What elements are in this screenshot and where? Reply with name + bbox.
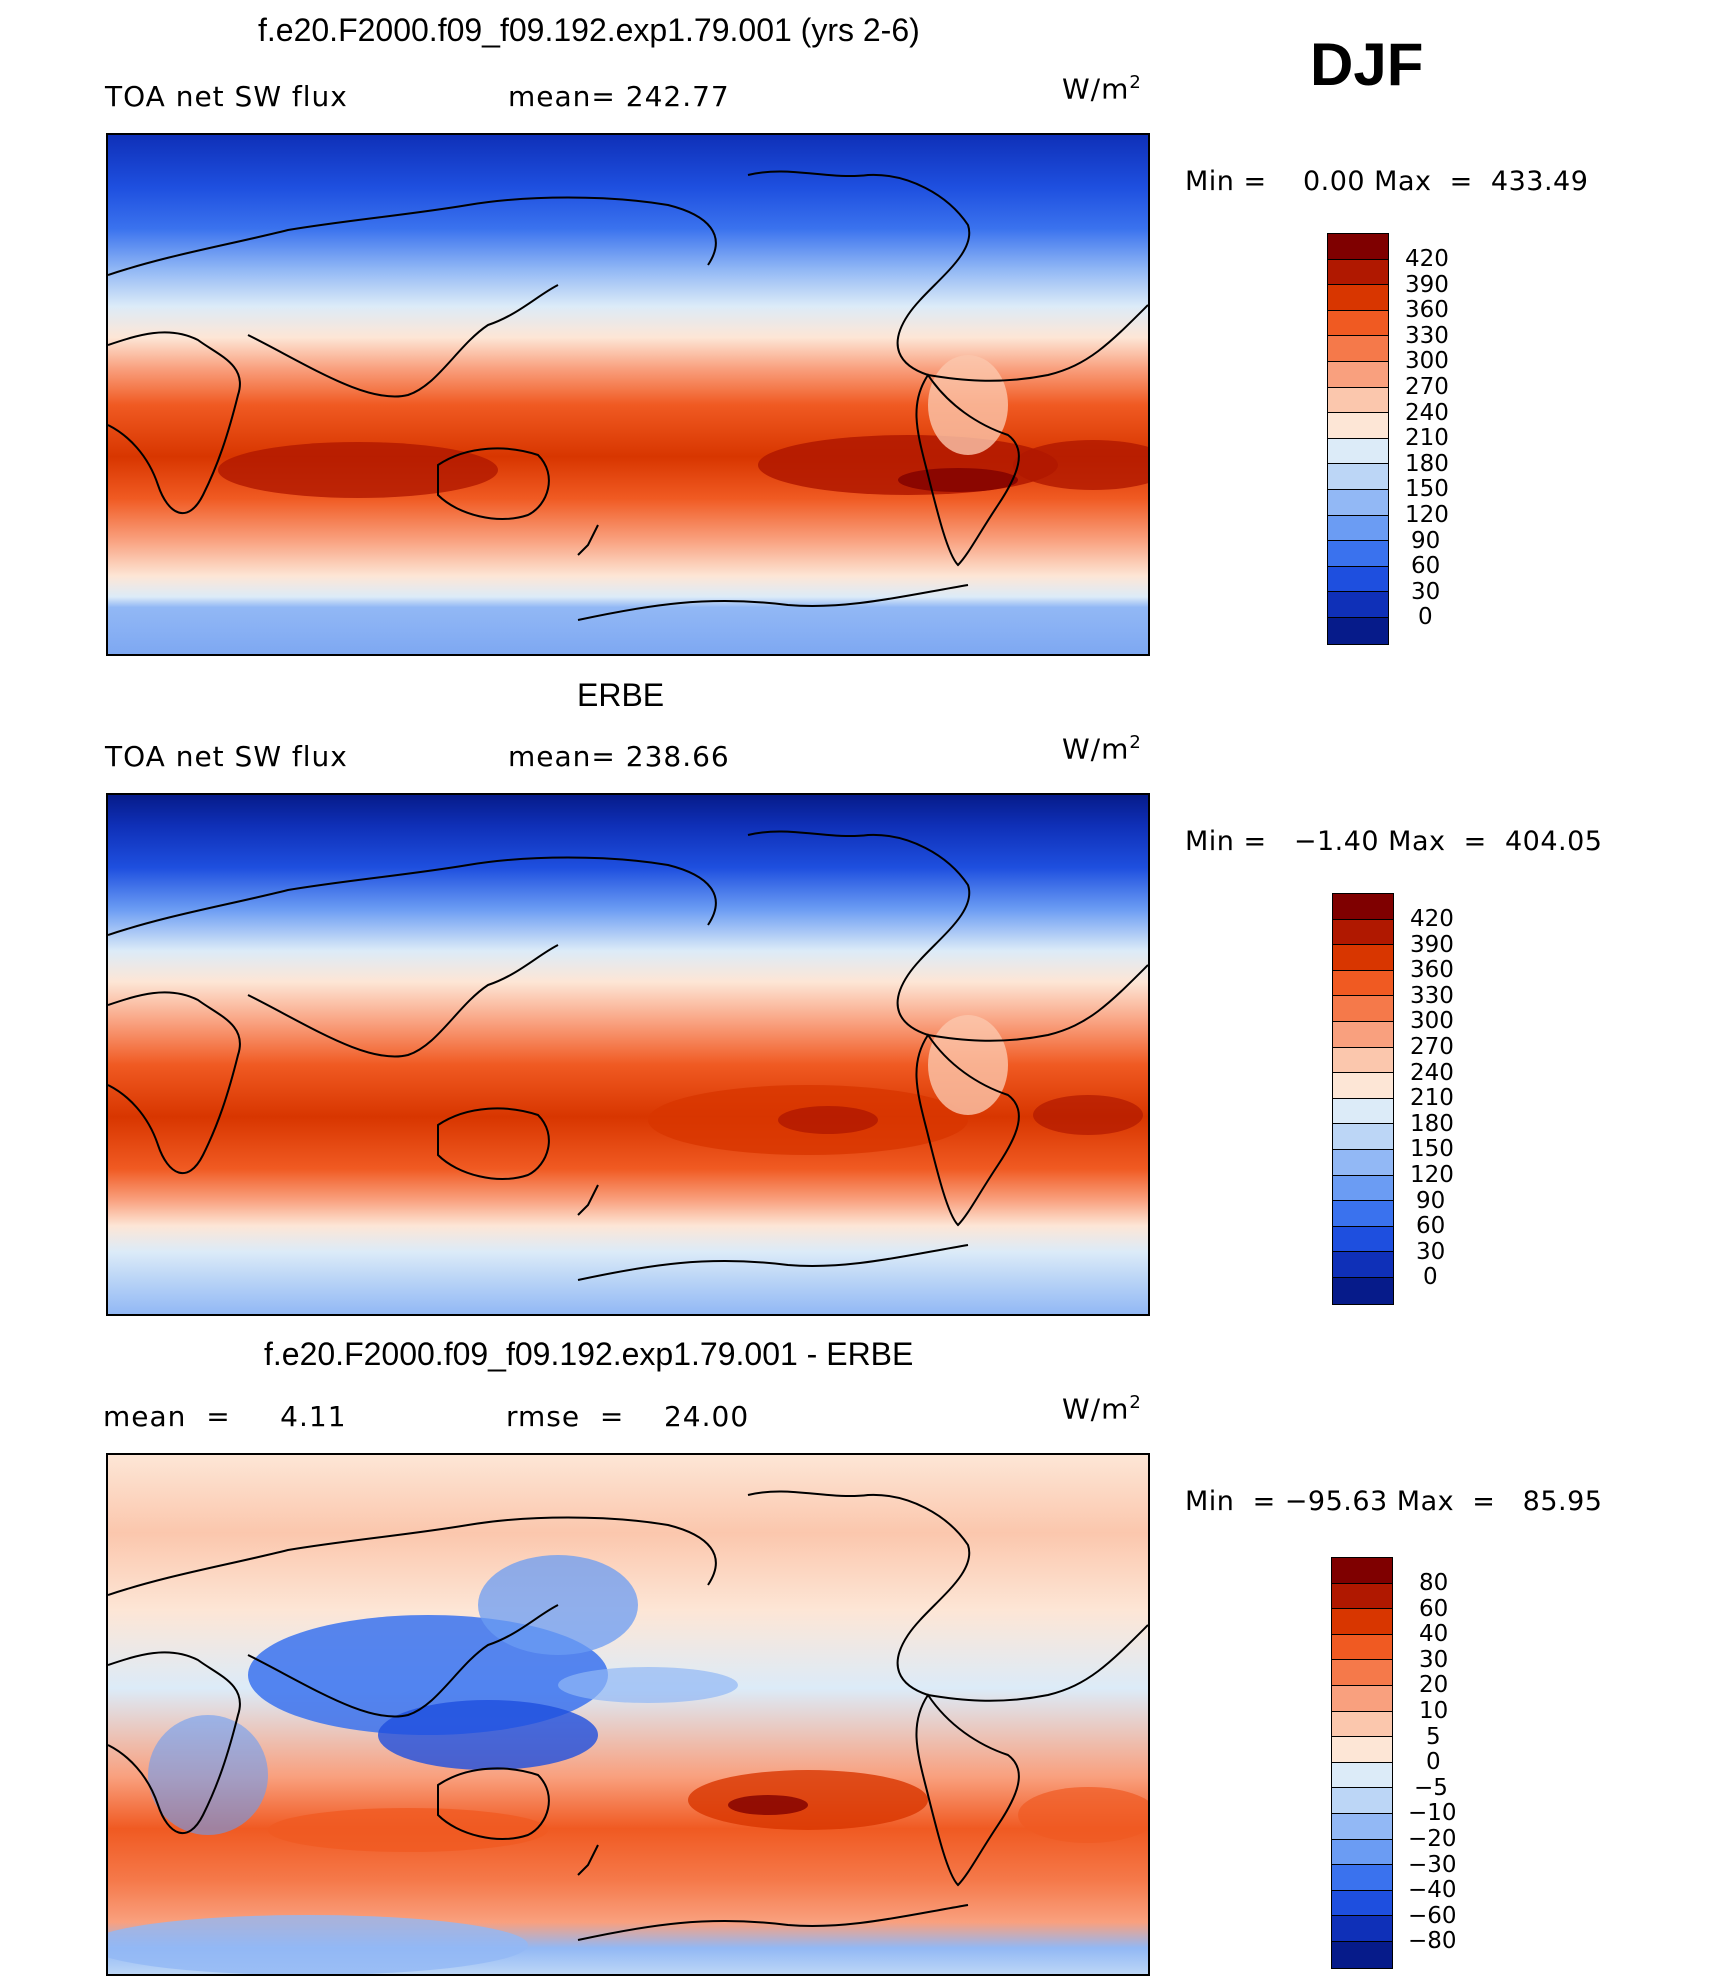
panel3-units: W/m2 [1062, 1392, 1142, 1426]
panel3-negative-region [108, 1915, 528, 1974]
panel2-minmax: Min = −1.40 Max = 404.05 [1185, 826, 1603, 857]
colorbar-tick-label: 90 [1411, 528, 1441, 554]
panel2-max-region [778, 1106, 878, 1134]
colorbar-tick-label: 270 [1405, 374, 1449, 400]
panel1-colorbar [1327, 233, 1389, 645]
colorbar-tick-label: 210 [1410, 1085, 1454, 1111]
panel3-positive-region [688, 1770, 928, 1830]
colorbar-tick-label: 300 [1405, 348, 1449, 374]
colorbar-tick-label: 390 [1405, 272, 1449, 298]
panel2-colorbar [1332, 893, 1394, 1305]
colorbar-tick-label: 60 [1416, 1213, 1446, 1239]
colorbar-tick-label: −80 [1408, 1928, 1457, 1954]
panel2-variable-label: TOA net SW flux [105, 740, 348, 773]
colorbar-tick-label: 390 [1410, 932, 1454, 958]
colorbar-tick-label: 300 [1410, 1008, 1454, 1034]
panel3-mean-label: mean = 4.11 [103, 1400, 347, 1433]
colorbar-tick-label: 80 [1419, 1570, 1449, 1596]
colorbar-tick-label: 120 [1405, 502, 1449, 528]
colorbar-tick-label: 0 [1418, 604, 1433, 630]
panel3-title: f.e20.F2000.f09_f09.192.exp1.79.001 - ER… [264, 1336, 914, 1372]
colorbar-tick-label: 120 [1410, 1162, 1454, 1188]
panel1-variable-label: TOA net SW flux [105, 80, 348, 113]
panel3-positive-region [268, 1808, 548, 1852]
colorbar-tick-label: 240 [1410, 1060, 1454, 1086]
panel3-negative-region [558, 1667, 738, 1703]
colorbar-tick-label: 60 [1419, 1596, 1449, 1622]
colorbar-tick-label: −10 [1408, 1800, 1457, 1826]
panel3-negative-region [148, 1715, 268, 1835]
panel3-field [108, 1455, 1148, 1974]
panel3-negative-region [378, 1700, 598, 1770]
colorbar-tick-label: −30 [1408, 1852, 1457, 1878]
colorbar-tick-label: 420 [1410, 906, 1454, 932]
panel1-minmax: Min = 0.00 Max = 433.49 [1185, 166, 1589, 197]
panel3-minmax: Min = −95.63 Max = 85.95 [1185, 1486, 1603, 1517]
panel3-positive-region [1018, 1787, 1148, 1843]
panel2-land-region [928, 1015, 1008, 1115]
season-label: DJF [1310, 31, 1424, 98]
colorbar-tick-label: 0 [1426, 1749, 1441, 1775]
panel1-max-region [1013, 440, 1148, 490]
colorbar-tick-label: −40 [1408, 1877, 1457, 1903]
colorbar-tick-label: 30 [1416, 1239, 1446, 1265]
colorbar-tick-label: 60 [1411, 553, 1441, 579]
panel1-map [106, 133, 1150, 656]
panel1-land-region [928, 355, 1008, 455]
colorbar-tick-label: 330 [1410, 983, 1454, 1009]
colorbar-tick-label: 20 [1419, 1672, 1449, 1698]
panel3-coastlines [108, 1490, 1148, 1941]
colorbar-tick-label: 0 [1423, 1264, 1438, 1290]
panel3-colorbar [1331, 1557, 1393, 1969]
panel1-max-region [218, 442, 498, 498]
panel1-coastlines [108, 170, 1148, 621]
panel2-map [106, 793, 1150, 1316]
panel3-map [106, 1453, 1150, 1976]
colorbar-tick-label: 240 [1405, 400, 1449, 426]
colorbar-tick-label: 210 [1405, 425, 1449, 451]
panel2-coastlines [108, 830, 1148, 1281]
panel3-rmse-label: rmse = 24.00 [506, 1400, 750, 1433]
colorbar-tick-label: −5 [1414, 1775, 1448, 1801]
colorbar-tick-label: 10 [1419, 1698, 1449, 1724]
panel2-units: W/m2 [1062, 732, 1142, 766]
panel2-mean-label: mean= 238.66 [508, 740, 730, 773]
colorbar-tick-label: 30 [1419, 1647, 1449, 1673]
panel3-positive-region [728, 1795, 808, 1815]
colorbar-tick-label: 150 [1410, 1136, 1454, 1162]
colorbar-tick-label: 330 [1405, 323, 1449, 349]
colorbar-tick-label: 420 [1405, 246, 1449, 272]
colorbar-tick-label: 150 [1405, 476, 1449, 502]
panel1-units: W/m2 [1062, 72, 1142, 106]
colorbar-tick-label: 180 [1405, 451, 1449, 477]
colorbar-tick-label: 270 [1410, 1034, 1454, 1060]
colorbar-tick-label: 40 [1419, 1621, 1449, 1647]
panel1-max-region [898, 468, 1018, 492]
panel2-title: ERBE [577, 677, 665, 713]
colorbar-tick-label: 180 [1410, 1111, 1454, 1137]
panel1-mean-label: mean= 242.77 [508, 80, 730, 113]
colorbar-tick-label: 30 [1411, 579, 1441, 605]
colorbar-tick-label: −20 [1408, 1826, 1457, 1852]
panel2-max-region [1033, 1095, 1143, 1135]
colorbar-tick-label: 5 [1426, 1724, 1441, 1750]
colorbar-tick-label: 90 [1416, 1188, 1446, 1214]
colorbar-tick-label: 360 [1410, 957, 1454, 983]
colorbar-tick-label: −60 [1408, 1903, 1457, 1929]
panel1-title: f.e20.F2000.f09_f09.192.exp1.79.001 (yrs… [258, 12, 920, 48]
colorbar-tick-label: 360 [1405, 297, 1449, 323]
